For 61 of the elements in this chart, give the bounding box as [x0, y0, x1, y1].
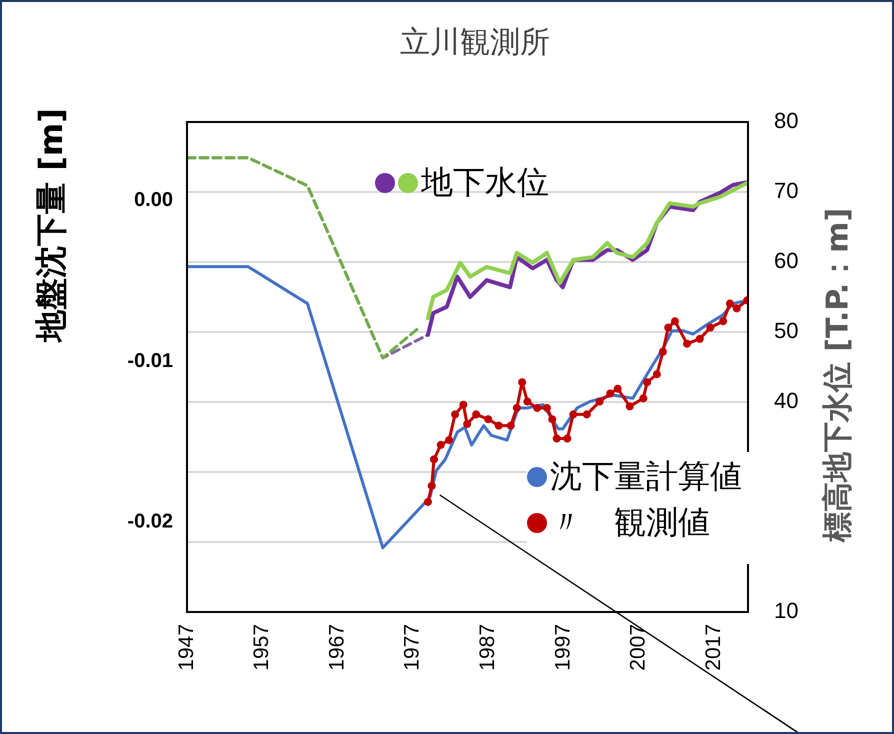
point [614, 384, 622, 393]
point [518, 378, 526, 386]
point [732, 304, 741, 312]
y-tick-label: 0.00 [134, 189, 173, 212]
point [719, 317, 728, 326]
point [424, 498, 432, 506]
y-axis-title: 地盤沈下量 [m] [31, 108, 71, 342]
point [436, 440, 445, 449]
point [484, 415, 492, 424]
y2-tick-label: 50 [774, 318, 798, 344]
legend-label: 地下水位 [421, 162, 549, 203]
x-tick-label: 1957 [250, 624, 274, 671]
point [542, 404, 551, 412]
point [706, 324, 714, 332]
point [582, 410, 591, 418]
y2-tick-label: 80 [774, 108, 798, 134]
legend-label: 〃 観測値 [550, 502, 710, 543]
point [459, 400, 468, 409]
point [596, 398, 604, 406]
point [506, 422, 515, 430]
point [472, 410, 480, 418]
point [696, 334, 704, 343]
point [512, 404, 521, 412]
point [552, 434, 561, 442]
point [569, 410, 578, 418]
point [639, 394, 648, 402]
y-tick-label: -0.02 [127, 510, 173, 533]
point [643, 378, 652, 386]
x-tick-label: 1977 [400, 624, 424, 671]
y-tick-label: -0.01 [127, 350, 173, 372]
y2-tick-label: 70 [774, 178, 798, 204]
point [658, 348, 667, 356]
x-tick-label: 1947 [174, 624, 198, 671]
point [445, 436, 454, 444]
x-tick-label: 1987 [476, 624, 500, 671]
point [652, 370, 661, 378]
point [563, 434, 572, 442]
y2-tick-label: 40 [774, 388, 798, 414]
point [451, 410, 460, 418]
point [523, 398, 532, 406]
point [726, 300, 734, 308]
x-tick-label: 1997 [551, 624, 574, 671]
point [683, 340, 692, 348]
y2-axis-title: 標高地下水位 [T.P.：m] [820, 208, 856, 542]
point [430, 455, 438, 464]
y2-tick-label: 10 [774, 598, 798, 624]
legend-label: 沈下量計算値 [550, 456, 742, 497]
point [670, 317, 679, 326]
point [494, 422, 503, 430]
point [428, 482, 436, 490]
point [664, 324, 672, 332]
chart-title: 立川観測所 [399, 24, 551, 62]
point [463, 420, 472, 428]
x-tick-label: 1967 [325, 624, 348, 671]
x-tick-label: 2007 [626, 624, 650, 671]
point [533, 404, 542, 412]
point [606, 390, 614, 398]
point [548, 415, 556, 424]
x-tick-label: 2017 [702, 624, 725, 671]
point [626, 402, 634, 410]
y2-tick-label: 60 [774, 248, 798, 274]
